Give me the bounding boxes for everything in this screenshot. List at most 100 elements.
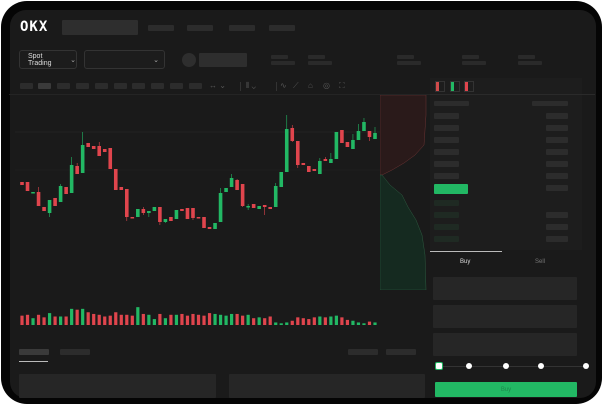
volume-bar bbox=[312, 317, 316, 325]
camera-icon[interactable]: ⌂ bbox=[308, 81, 313, 90]
settings-icon[interactable]: ◎ bbox=[323, 81, 330, 90]
total-input[interactable] bbox=[433, 333, 577, 356]
buy-button[interactable]: Buy bbox=[435, 382, 577, 397]
search-bar[interactable] bbox=[62, 20, 138, 35]
candle-body bbox=[147, 211, 151, 213]
volume-bar bbox=[86, 312, 90, 325]
ask-row bbox=[434, 113, 459, 119]
stat-value bbox=[271, 61, 295, 65]
interval-button[interactable] bbox=[132, 83, 145, 89]
ask-row bbox=[546, 137, 568, 143]
volume-bar bbox=[329, 316, 333, 325]
price-input[interactable] bbox=[433, 277, 577, 300]
volume-bar bbox=[191, 313, 195, 325]
interval-button[interactable] bbox=[76, 83, 89, 89]
interval-button[interactable] bbox=[57, 83, 70, 89]
book-header bbox=[532, 101, 568, 106]
volume-bar bbox=[36, 314, 41, 325]
interval-button[interactable] bbox=[151, 83, 164, 89]
volume-bar bbox=[196, 314, 201, 325]
market-type-label: Spot Trading bbox=[28, 52, 52, 67]
volume-bar bbox=[290, 320, 294, 325]
amount-input[interactable] bbox=[433, 305, 577, 328]
candle-body bbox=[334, 132, 339, 159]
slider-stop-75[interactable] bbox=[538, 363, 544, 369]
candle-body bbox=[329, 159, 333, 163]
tab-sell[interactable]: Sell bbox=[535, 259, 546, 265]
slider-handle[interactable] bbox=[435, 362, 443, 370]
volume-bar bbox=[53, 316, 57, 325]
volume-bar bbox=[70, 308, 74, 325]
tab-open-orders[interactable] bbox=[19, 349, 49, 355]
chevron-down-icon: ⌄ bbox=[153, 56, 159, 64]
amount-slider[interactable] bbox=[439, 366, 587, 367]
nav-item[interactable] bbox=[229, 25, 255, 31]
stat-value bbox=[462, 61, 486, 65]
stat-value bbox=[518, 61, 542, 65]
tab-buy[interactable]: Buy bbox=[460, 259, 471, 265]
volume-bar bbox=[202, 315, 206, 325]
volume-bar bbox=[152, 319, 156, 325]
volume-bar bbox=[373, 322, 377, 325]
candle-body bbox=[191, 208, 195, 218]
bid-row bbox=[546, 212, 568, 218]
volume-bar bbox=[296, 317, 300, 325]
interval-button[interactable] bbox=[38, 83, 51, 89]
candle-body bbox=[362, 122, 366, 131]
pair-select[interactable]: ⌄ bbox=[84, 50, 165, 69]
volume-bar bbox=[241, 315, 245, 325]
volume-bar bbox=[125, 314, 129, 325]
okx-logo[interactable]: OKX bbox=[20, 19, 49, 35]
active-tab-underline bbox=[430, 251, 502, 252]
indicator-icon[interactable]: ∿ bbox=[280, 81, 287, 90]
volume-bar bbox=[263, 318, 267, 325]
both-sides-icon[interactable] bbox=[435, 81, 445, 92]
slider-stop-25[interactable] bbox=[466, 363, 472, 369]
interval-button[interactable] bbox=[20, 83, 33, 89]
candle-body bbox=[240, 184, 245, 206]
fullscreen-icon[interactable]: ⛶ bbox=[339, 81, 345, 90]
ruler-icon[interactable]: ⟋ bbox=[293, 81, 299, 90]
volume-bar bbox=[213, 313, 217, 325]
candle-body bbox=[251, 204, 256, 208]
interval-button[interactable] bbox=[170, 83, 183, 89]
volume-bars bbox=[20, 307, 377, 325]
candle-body bbox=[174, 210, 179, 219]
candle-body bbox=[284, 129, 289, 172]
volume-bar bbox=[108, 315, 112, 325]
volume-bar bbox=[147, 314, 151, 325]
market-type-select[interactable]: Spot Trading ⌄ bbox=[19, 50, 77, 69]
candle-body bbox=[113, 169, 118, 190]
ask-row bbox=[434, 173, 459, 179]
candle-body bbox=[20, 182, 24, 185]
stat-label bbox=[397, 55, 414, 59]
slider-stop-100[interactable] bbox=[583, 363, 589, 369]
nav-item[interactable] bbox=[269, 25, 295, 31]
bids-only-icon[interactable] bbox=[450, 81, 460, 92]
candlestick-chart[interactable] bbox=[0, 0, 430, 340]
candle-body bbox=[31, 192, 35, 194]
candle-body bbox=[262, 205, 267, 207]
volume-bar bbox=[307, 319, 311, 325]
candle-body bbox=[58, 186, 63, 202]
filter-button[interactable] bbox=[348, 349, 378, 355]
candle-body bbox=[373, 133, 377, 139]
candle-body bbox=[47, 200, 52, 213]
asks-only-icon[interactable] bbox=[464, 81, 474, 92]
volume-bar bbox=[362, 323, 366, 325]
nav-item[interactable] bbox=[187, 25, 213, 31]
interval-dropdown-icon[interactable]: ↔ ⌄ bbox=[209, 81, 226, 90]
ask-row bbox=[546, 149, 568, 155]
interval-button[interactable] bbox=[189, 83, 202, 89]
filter-button[interactable] bbox=[386, 349, 416, 355]
interval-button[interactable] bbox=[95, 83, 108, 89]
stat-label bbox=[518, 55, 535, 59]
interval-button[interactable] bbox=[114, 83, 127, 89]
slider-stop-50[interactable] bbox=[503, 363, 509, 369]
tab-order-history[interactable] bbox=[60, 349, 90, 355]
volume-bar bbox=[345, 319, 350, 325]
volume-bar bbox=[229, 313, 234, 325]
volume-bar bbox=[20, 315, 24, 325]
candle-type-icon[interactable]: ⫴ ⌄ bbox=[246, 81, 256, 90]
nav-item[interactable] bbox=[148, 25, 174, 31]
